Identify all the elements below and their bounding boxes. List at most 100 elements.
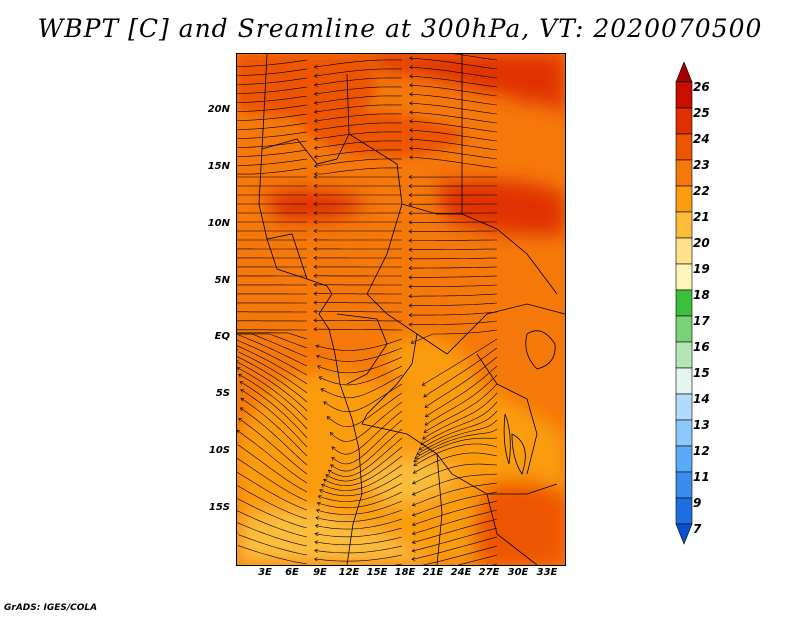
streamline (237, 356, 308, 403)
streamline (409, 239, 497, 241)
streamline-arrow (408, 184, 413, 189)
colorbar-box (675, 107, 693, 135)
streamline (412, 500, 498, 526)
streamline (409, 66, 498, 79)
streamline-arrow (409, 119, 413, 124)
colorbar-box (675, 211, 693, 239)
streamline-arrow (315, 516, 320, 521)
streamline-arrow (331, 446, 336, 451)
streamline (320, 374, 403, 399)
streamline (314, 328, 402, 331)
streamline (409, 156, 498, 169)
streamline-arrow (313, 91, 318, 96)
colorbar-boxes (675, 62, 693, 545)
streamline-arrow (314, 540, 319, 545)
streamline (314, 167, 403, 175)
colorbar-box (675, 289, 693, 317)
streamline-arrow (408, 193, 413, 198)
streamline (317, 491, 403, 509)
streamline-arrow (313, 210, 318, 216)
field-mid-n (237, 54, 375, 118)
streamline-arrow (409, 110, 413, 115)
border-8 (436, 453, 443, 565)
streamline-arrow (313, 183, 318, 189)
streamline-arrow (408, 202, 413, 207)
streamline-arrow (313, 237, 318, 242)
colorbar-label: 9 (693, 496, 702, 510)
streamline (412, 482, 498, 506)
streamline (409, 248, 498, 250)
streamline-arrow (410, 340, 415, 344)
streamline (237, 332, 308, 340)
colorbar-label: 20 (693, 236, 710, 250)
streamline (237, 113, 308, 121)
streamline (409, 93, 498, 106)
streamline (237, 333, 308, 358)
colorbar-box (675, 81, 693, 109)
colorbar-label: 25 (693, 106, 710, 120)
streamline (315, 338, 403, 351)
streamline-arrow (320, 388, 325, 392)
streamline-arrow (413, 458, 418, 463)
streamline (240, 389, 308, 448)
streamline (237, 149, 308, 157)
streamline-arrow (313, 145, 318, 150)
streamline (239, 381, 308, 439)
streamline-arrow (325, 474, 330, 478)
streamline-arrow (409, 92, 413, 97)
streamline (237, 485, 308, 520)
streamline-arrow (313, 273, 318, 278)
streamline-arrow (409, 83, 413, 88)
streamline (319, 473, 403, 497)
streamline (237, 471, 308, 511)
streamline (314, 536, 403, 546)
streamline-arrow (408, 256, 413, 261)
streamline-arrow (409, 128, 413, 133)
lon-label-24e: 24E (450, 567, 472, 578)
streamline-arrow (313, 309, 318, 314)
streamline-arrow (408, 229, 413, 234)
streamline-arrow (409, 101, 413, 106)
streamline (237, 545, 308, 565)
streamline (422, 545, 498, 565)
streamline-arrow (408, 294, 413, 299)
streamline (237, 457, 308, 502)
colorbar-box (675, 367, 693, 395)
streamline-arrow (239, 407, 244, 412)
streamline-arrow (422, 435, 427, 440)
streamline-arrow (424, 404, 429, 408)
colorbar-top-triangle (675, 62, 693, 83)
streamline (314, 68, 403, 77)
streamline-arrow (330, 464, 335, 469)
lake-1 (525, 330, 556, 370)
streamline (414, 428, 498, 459)
streamline (325, 446, 403, 482)
streamline-arrow (313, 127, 318, 132)
streamline-arrow (412, 480, 417, 485)
streamline (409, 75, 498, 88)
streamline (237, 429, 308, 484)
streamline (314, 545, 403, 554)
map-svg (237, 54, 565, 565)
streamline-arrow (323, 401, 328, 406)
streamline (314, 140, 403, 149)
streamline (329, 401, 403, 442)
streamline (409, 266, 498, 269)
streamline-arrow (409, 155, 413, 160)
streamline-arrow (411, 556, 416, 561)
streamline (240, 397, 308, 457)
lon-label-9e: 9E (313, 567, 327, 578)
colorbar-box (675, 471, 693, 499)
streamline (331, 419, 403, 465)
streamlines (237, 54, 498, 565)
streamline-arrow (237, 349, 239, 354)
streamline (317, 356, 403, 374)
streamline (237, 86, 308, 94)
streamline (237, 167, 308, 175)
field-mid-se (473, 480, 565, 565)
lake-2 (503, 413, 511, 465)
streamline (314, 554, 403, 562)
colorbar-label: 7 (693, 522, 702, 536)
border-3 (401, 203, 462, 215)
streamline-arrow (316, 501, 321, 506)
